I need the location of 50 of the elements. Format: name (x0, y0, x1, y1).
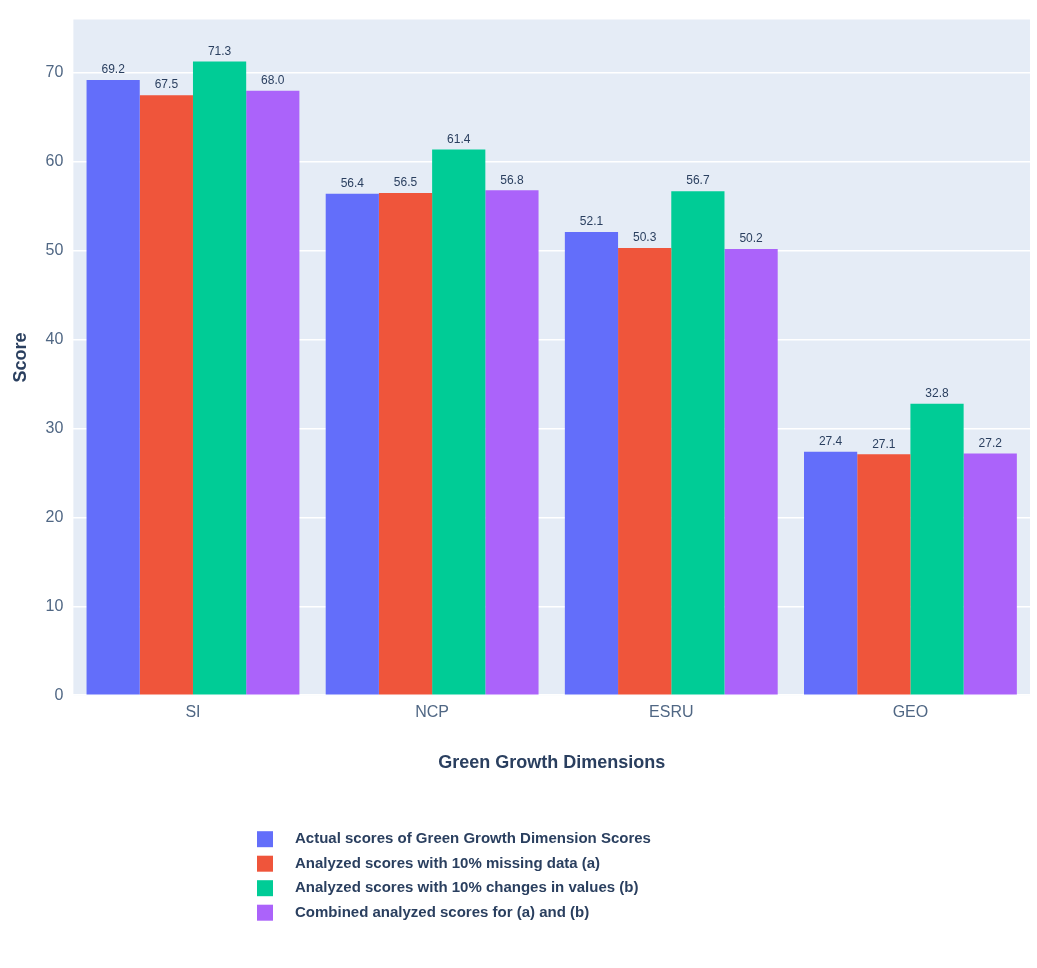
data-label: 56.4 (340, 176, 365, 191)
bar (724, 248, 778, 695)
data-label: 32.8 (925, 385, 950, 400)
data-label: 50.2 (739, 231, 764, 246)
bar (618, 248, 672, 695)
data-label: 67.5 (154, 77, 179, 92)
y-tick-label: 30 (45, 418, 64, 436)
data-label: 56.5 (393, 175, 418, 190)
x-tick-label: SI (185, 703, 201, 721)
bar (378, 192, 433, 695)
data-label: 56.7 (686, 173, 710, 188)
legend-label: Actual scores of Green Growth Dimension Scores (295, 829, 651, 847)
x-tick-label: ESRU (649, 703, 694, 721)
y-tick-label: 20 (45, 507, 64, 525)
bar (192, 61, 247, 695)
y-tick-label: 70 (45, 63, 64, 81)
bar (564, 232, 619, 695)
bar (671, 191, 725, 695)
y-tick-label: 10 (45, 596, 64, 614)
bar (139, 95, 193, 695)
y-tick-label: 0 (54, 685, 64, 703)
bar (432, 149, 486, 695)
bar (804, 451, 858, 695)
data-label: 61.4 (447, 131, 471, 146)
data-label: 52.1 (579, 214, 604, 229)
y-axis-title: Score (9, 332, 30, 383)
legend-label: Analyzed scores with 10% missing data (a) (295, 853, 601, 871)
bar (910, 403, 964, 695)
x-tick-label: NCP (415, 703, 450, 721)
bar (963, 453, 1017, 695)
data-label: 50.3 (632, 230, 657, 245)
data-label: 27.4 (818, 433, 843, 448)
data-label: 71.3 (207, 43, 232, 58)
legend-label: Analyzed scores with 10% changes in values (b) (295, 878, 639, 896)
bar (325, 193, 379, 695)
y-tick-label: 40 (45, 330, 64, 348)
data-label: 69.2 (101, 62, 126, 77)
bar (86, 80, 140, 695)
data-label: 68.0 (261, 73, 285, 88)
x-tick-label: GEO (892, 703, 929, 721)
bar (857, 454, 911, 695)
data-label: 56.8 (500, 172, 524, 187)
data-label: 27.1 (872, 436, 896, 451)
y-tick-label: 50 (45, 241, 64, 259)
bar (246, 90, 300, 695)
bar (485, 190, 539, 695)
legend-label: Combined analyzed scores for (a) and (b) (295, 902, 590, 920)
x-axis-title: Green Growth Dimensions (438, 752, 666, 773)
y-tick-label: 60 (45, 152, 64, 170)
data-label: 27.2 (978, 435, 1003, 450)
